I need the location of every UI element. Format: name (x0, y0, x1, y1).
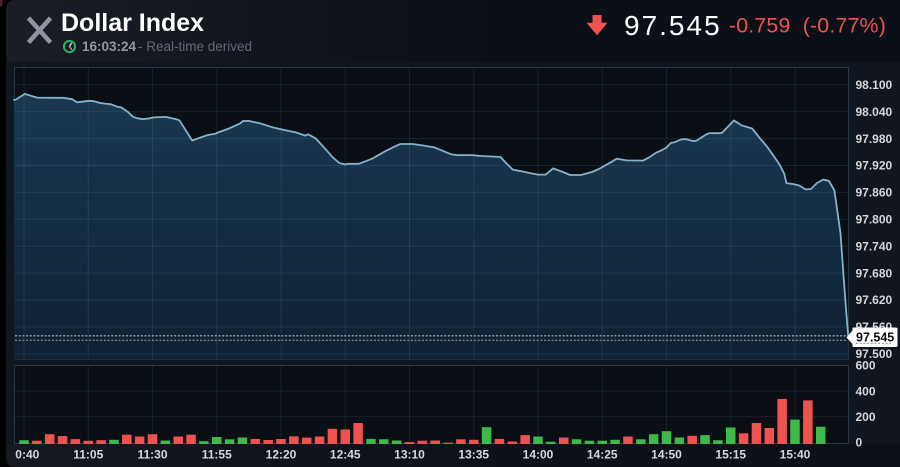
svg-text:13:35: 13:35 (458, 448, 489, 462)
svg-text:Dollar Index: Dollar Index (61, 9, 204, 37)
svg-text:12:20: 12:20 (266, 448, 297, 462)
svg-text:13:10: 13:10 (394, 448, 425, 462)
svg-text:97.500: 97.500 (856, 347, 893, 361)
svg-text:0:40: 0:40 (15, 448, 39, 462)
svg-text:400: 400 (856, 384, 876, 398)
svg-text:11:30: 11:30 (137, 448, 167, 462)
svg-text:600: 600 (856, 359, 876, 373)
svg-text:97.620: 97.620 (856, 293, 893, 307)
svg-text:15:40: 15:40 (780, 448, 811, 462)
svg-text:97.545: 97.545 (624, 10, 722, 41)
svg-text:97.980: 97.980 (856, 132, 893, 146)
svg-text:97.680: 97.680 (856, 266, 893, 280)
svg-text:- Real-time derived: - Real-time derived (138, 39, 252, 54)
svg-text:0: 0 (856, 436, 863, 450)
svg-text:-0.759 (-0.77%): -0.759 (-0.77%) (729, 14, 886, 38)
svg-text:11:55: 11:55 (202, 448, 232, 462)
svg-text:98.100: 98.100 (856, 78, 893, 92)
svg-text:16:03:24: 16:03:24 (82, 39, 137, 54)
svg-text:200: 200 (856, 410, 876, 424)
svg-text:12:45: 12:45 (330, 448, 361, 462)
svg-text:14:50: 14:50 (651, 448, 682, 462)
svg-text:98.040: 98.040 (856, 105, 893, 119)
svg-text:11:05: 11:05 (73, 448, 103, 462)
svg-text:97.920: 97.920 (856, 159, 893, 173)
svg-text:97.545: 97.545 (856, 331, 894, 345)
svg-text:15:15: 15:15 (715, 448, 746, 462)
svg-text:14:25: 14:25 (587, 448, 618, 462)
svg-text:97.860: 97.860 (856, 186, 893, 200)
svg-text:97.740: 97.740 (856, 239, 893, 253)
svg-text:14:00: 14:00 (523, 448, 554, 462)
svg-text:97.800: 97.800 (856, 213, 893, 227)
